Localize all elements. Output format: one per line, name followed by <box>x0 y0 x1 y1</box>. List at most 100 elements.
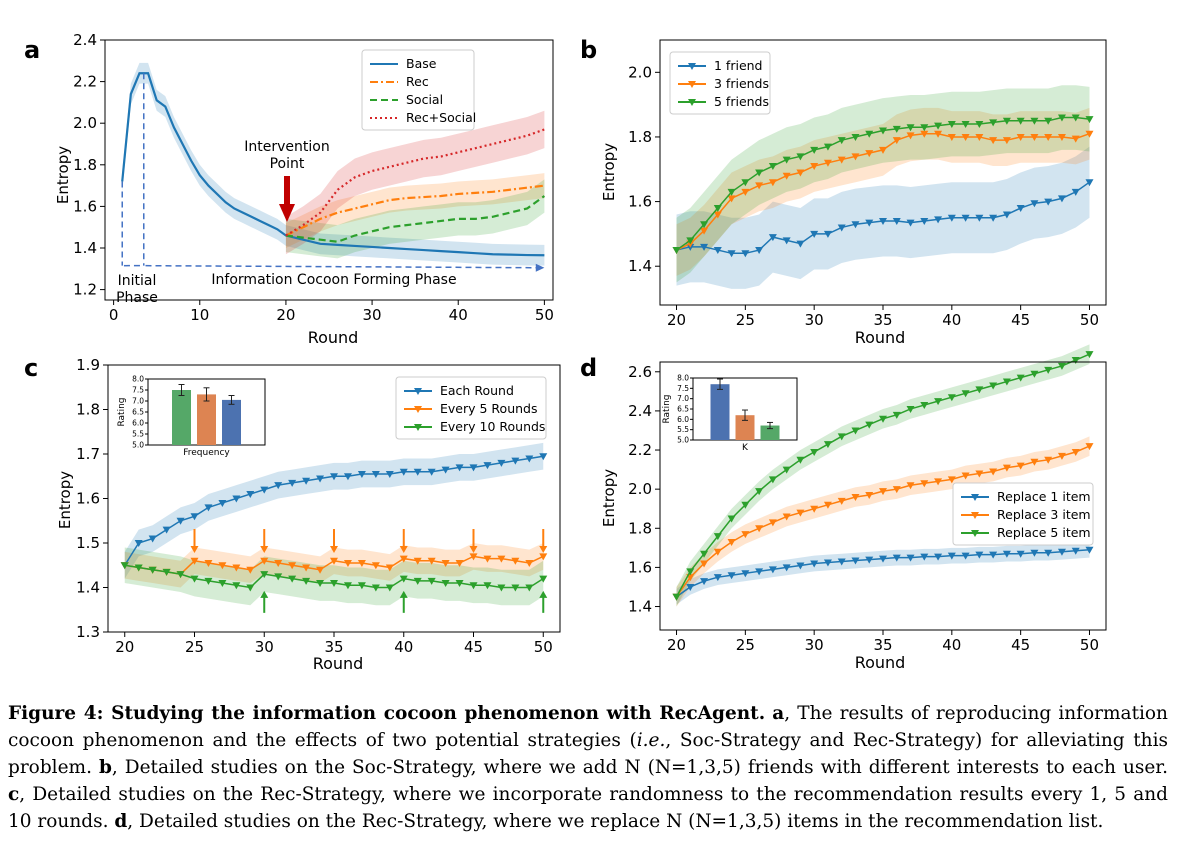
panel-b-ytick-label: 1.4 <box>628 257 652 275</box>
series-point-Every 5 Rounds <box>469 553 478 561</box>
series-point-Replace 1 item <box>1002 550 1011 558</box>
series-point-Replace 1 item <box>934 553 943 561</box>
series-point-1 friend <box>1016 205 1025 213</box>
series-point-Replace 1 item <box>989 551 998 559</box>
series-point-Replace 3 item <box>1071 448 1080 456</box>
panel-c-xtick-label: 40 <box>394 638 413 656</box>
series-point-Each Round <box>427 468 436 476</box>
series-point-5 friends <box>672 247 681 255</box>
series-point-Each Round <box>162 526 171 534</box>
series-point-Every 10 Rounds <box>246 584 255 592</box>
series-point-Each Round <box>441 466 450 474</box>
series-point-Replace 5 item <box>1085 351 1094 359</box>
series-point-1 friend <box>741 250 750 258</box>
series-point-3 friends <box>1044 133 1053 141</box>
series-point-3 friends <box>975 133 984 141</box>
panel-c-ytick-label: 1.5 <box>76 534 100 552</box>
series-point-Replace 5 item <box>1030 370 1039 378</box>
series-point-5 friends <box>975 121 984 129</box>
series-point-Replace 1 item <box>823 559 832 567</box>
series-point-3 friends <box>1002 137 1011 145</box>
series-point-5 friends <box>700 221 709 229</box>
inset-ytick-label: 6.5 <box>677 405 689 414</box>
panel-b-xtick-label: 35 <box>873 311 892 329</box>
series-line-Rec <box>285 184 545 237</box>
series-point-Each Round <box>357 471 366 479</box>
green-up-arrowhead <box>260 590 269 598</box>
legend-label: 5 friends <box>714 94 769 109</box>
series-point-3 friends <box>823 159 832 167</box>
series-point-1 friend <box>934 216 943 224</box>
panel-a-xtick-label: 10 <box>190 306 209 324</box>
panel-d-ytick-label: 2.0 <box>628 480 652 498</box>
series-point-1 friend <box>782 237 791 245</box>
series-point-Every 5 Rounds <box>385 564 394 572</box>
green-up-arrowhead <box>399 590 408 598</box>
series-point-Replace 1 item <box>755 568 764 576</box>
series-point-Replace 5 item <box>727 515 736 523</box>
series-point-3 friends <box>782 172 791 180</box>
panel-b-xtick-label: 40 <box>942 311 961 329</box>
green-up-arrowhead <box>539 590 548 598</box>
panel-a-xtick-label: 30 <box>363 306 382 324</box>
inset-bar <box>710 384 730 440</box>
series-point-Replace 5 item <box>851 427 860 435</box>
legend-marker <box>414 424 422 431</box>
series-point-Every 10 Rounds <box>232 582 241 590</box>
legend-label: Rec <box>406 74 429 89</box>
series-point-5 friends <box>768 163 777 171</box>
panel-a-ytick-label: 2.2 <box>73 73 97 91</box>
series-point-Every 5 Rounds <box>441 560 450 568</box>
series-point-3 friends <box>879 146 887 154</box>
series-point-Replace 3 item <box>879 488 887 496</box>
panel-d-legend: Replace 1 item Replace 3 item Replace 5 it… <box>952 482 1094 546</box>
series-point-Each Round <box>190 513 199 521</box>
inset-xlabel: K <box>742 443 749 453</box>
series-point-5 friends <box>947 121 956 129</box>
panel-d-xtick-label: 35 <box>873 636 892 654</box>
series-point-5 friends <box>823 143 832 151</box>
series-point-Replace 3 item <box>920 480 929 488</box>
panel-d-xtick-label: 45 <box>1011 636 1030 654</box>
panel-d-xlabel: Round <box>855 653 906 672</box>
series-point-Replace 1 item <box>975 551 984 559</box>
series-point-Each Round <box>232 495 241 503</box>
series-band-1 friend <box>676 146 1090 289</box>
inset-ytick-label: 7.5 <box>677 384 689 393</box>
series-point-5 friends <box>810 146 819 154</box>
series-point-Every 5 Rounds <box>511 557 520 565</box>
series-point-Each Round <box>288 479 297 487</box>
series-point-3 friends <box>1071 135 1080 143</box>
series-point-Replace 5 item <box>672 593 681 601</box>
series-point-3 friends <box>768 179 777 187</box>
series-point-3 friends <box>934 130 943 138</box>
series-point-Replace 3 item <box>1057 452 1066 460</box>
orange-down-arrowhead <box>330 546 338 553</box>
panel-c-ylabel: Entropy <box>56 471 74 529</box>
series-band-5 friends <box>676 85 1090 283</box>
series-point-Replace 3 item <box>947 476 956 484</box>
panel-c-xtick-label: 25 <box>185 638 204 656</box>
legend-marker <box>688 63 696 70</box>
panel-d-ytick-label: 2.4 <box>628 402 652 420</box>
panel-a-ytick-label: 1.6 <box>73 197 97 215</box>
series-point-5 friends <box>782 156 791 164</box>
legend-label: Every 5 Rounds <box>440 401 538 416</box>
series-point-Replace 1 item <box>1016 550 1025 558</box>
panel-b-xtick-label: 50 <box>1080 311 1099 329</box>
legend-label: 3 friends <box>714 76 769 91</box>
panel-c-ytick-label: 1.9 <box>76 356 100 374</box>
series-point-Replace 1 item <box>686 583 695 591</box>
panel-c-xtick-label: 20 <box>115 638 134 656</box>
panel-d-ytick-label: 2.2 <box>628 441 652 459</box>
panel-c-xtick-label: 30 <box>255 638 274 656</box>
series-point-Every 10 Rounds <box>525 584 534 592</box>
panel-b-ytick-label: 1.8 <box>628 128 652 146</box>
series-point-Replace 5 item <box>989 382 998 390</box>
legend-box <box>952 482 1094 546</box>
series-point-3 friends <box>989 137 998 145</box>
series-point-Replace 1 item <box>713 574 722 582</box>
series-point-Every 10 Rounds <box>371 584 380 592</box>
panel-b-legend: 1 friend 3 friends 5 friends <box>669 51 771 115</box>
series-point-Each Round <box>469 464 478 472</box>
